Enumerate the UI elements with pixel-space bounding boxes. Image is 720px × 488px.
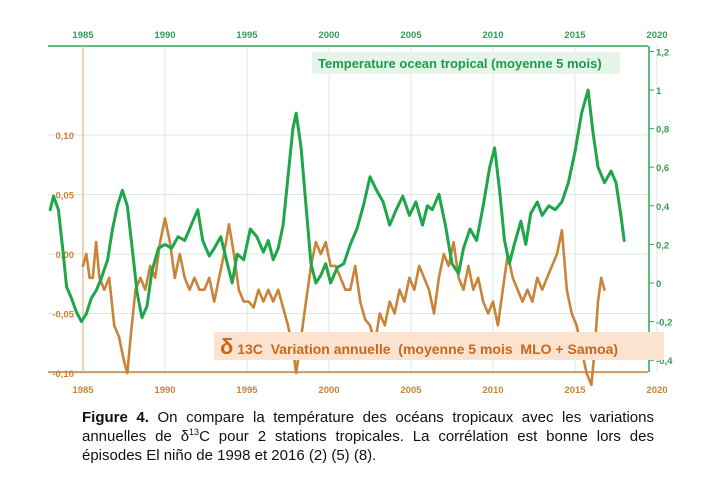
right-tick-label: -0,2 [656, 318, 672, 329]
right-tick-label: 0,2 [656, 240, 669, 251]
caption-text-2: C pour 2 stations tropicales. La corréla… [82, 428, 654, 464]
top-tick-label: 2005 [400, 30, 422, 41]
top-tick-label: 2015 [564, 30, 586, 41]
chart: -0,15-0,10-0,050,000,050,101985199019952… [48, 30, 673, 396]
bottom-tick-label: 2020 [646, 385, 667, 396]
figure-caption: Figure 4. On compare la température des … [82, 408, 654, 465]
orange-annotation-box: δ 13C Variation annuelle (moyenne 5 mois… [214, 332, 664, 360]
bottom-tick-label: 2015 [564, 385, 586, 396]
green-annotation-box: Temperature ocean tropical (moyenne 5 mo… [312, 52, 620, 74]
right-tick-label: 0,8 [656, 125, 669, 136]
bottom-tick-label: 1985 [72, 385, 94, 396]
top-tick-label: 1985 [72, 30, 94, 41]
bottom-tick-label: 1990 [154, 385, 175, 396]
top-tick-label: 1990 [154, 30, 175, 41]
green-temperature-line [48, 88, 626, 324]
caption-superscript: 13 [189, 427, 200, 437]
left-tick-label: -0,05 [52, 310, 74, 321]
right-tick-label: 1,2 [656, 47, 669, 58]
bottom-tick-label: 1995 [236, 385, 258, 396]
right-tick-label: 0,4 [656, 202, 670, 213]
data-lines [48, 88, 626, 387]
caption-delta: δ [180, 428, 190, 445]
axes [48, 45, 654, 373]
bottom-tick-label: 2010 [482, 385, 503, 396]
top-tick-label: 2020 [646, 30, 667, 41]
top-tick-label: 2000 [318, 30, 339, 41]
orange-delta13c-line [81, 217, 606, 387]
right-tick-label: -0,4 [656, 356, 673, 367]
left-tick-label: 0,05 [56, 191, 75, 202]
left-tick-label: 0,10 [56, 131, 75, 142]
orange-annotation-label: 13C Variation annuelle (moyenne 5 mois M… [233, 341, 618, 357]
right-tick-label: 1 [656, 86, 662, 97]
right-tick-label: 0,6 [656, 163, 669, 174]
caption-text-1: On compare la température des océans tro… [82, 409, 654, 445]
svg-text:δ 13C Variation annuelle (mo: δ 13C Variation annuelle (moyenne 5 mois… [220, 334, 618, 359]
delta-symbol: δ [220, 334, 233, 359]
left-tick-label: -0,10 [52, 369, 74, 380]
right-tick-label: 0 [656, 279, 661, 290]
top-tick-label: 2010 [482, 30, 503, 41]
green-annotation-label: Temperature ocean tropical (moyenne 5 mo… [318, 56, 602, 71]
top-tick-label: 1995 [236, 30, 258, 41]
caption-label: Figure 4. [82, 409, 149, 426]
bottom-tick-label: 2005 [400, 385, 422, 396]
bottom-tick-label: 2000 [318, 385, 339, 396]
